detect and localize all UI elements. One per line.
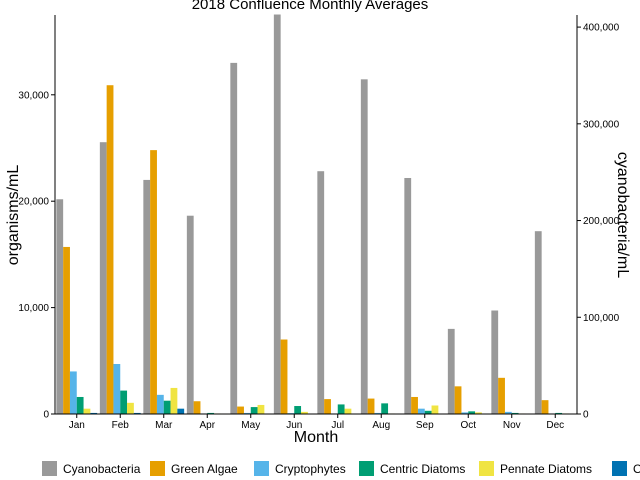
x-axis-title: Month bbox=[294, 429, 338, 446]
bar bbox=[113, 363, 121, 414]
bar bbox=[555, 412, 563, 414]
legend-label: Other bbox=[633, 462, 640, 476]
bar bbox=[237, 406, 244, 414]
bar bbox=[541, 400, 549, 414]
x-tick-label: Jun bbox=[286, 420, 302, 431]
legend-label: Cryptophytes bbox=[275, 462, 346, 476]
x-tick-label: Jan bbox=[69, 420, 85, 431]
chart-title: 2018 Confluence Monthly Averages bbox=[192, 0, 429, 13]
x-tick-label: May bbox=[241, 420, 260, 431]
x-tick-label: Feb bbox=[112, 420, 130, 431]
bar bbox=[424, 410, 432, 414]
right-y-axis: 0 100,000 200,000 300,000 400,000 bbox=[576, 15, 620, 421]
bar bbox=[534, 231, 542, 414]
y-tick-label: 0 bbox=[43, 410, 49, 421]
y-tick-label: 30,000 bbox=[18, 90, 49, 101]
bar bbox=[337, 404, 345, 414]
bar bbox=[83, 408, 91, 414]
plot-area bbox=[56, 14, 576, 415]
x-axis: Jan Feb Mar Apr May Jun Jul Aug Sep Oct Nov Dec bbox=[55, 413, 577, 431]
bar bbox=[69, 371, 77, 414]
bar bbox=[127, 402, 134, 414]
bar bbox=[106, 85, 114, 414]
bar bbox=[90, 412, 98, 414]
bar bbox=[207, 412, 215, 414]
bar bbox=[163, 400, 171, 414]
bar bbox=[63, 246, 70, 414]
legend-label: Centric Diatoms bbox=[380, 462, 465, 476]
x-tick-label: Apr bbox=[199, 420, 215, 431]
y2-tick-label: 100,000 bbox=[583, 313, 620, 324]
y2-tick-label: 400,000 bbox=[583, 23, 620, 34]
bar bbox=[280, 339, 288, 414]
bar bbox=[56, 199, 64, 414]
bar bbox=[498, 377, 505, 414]
x-tick-label: Jul bbox=[331, 420, 344, 431]
bar bbox=[186, 215, 194, 414]
bar bbox=[170, 387, 178, 414]
bar bbox=[143, 179, 151, 414]
bar bbox=[193, 401, 201, 414]
x-tick-label: Oct bbox=[460, 420, 476, 431]
bar bbox=[454, 386, 462, 414]
bar bbox=[360, 79, 368, 414]
bar bbox=[417, 408, 425, 414]
bar bbox=[257, 404, 265, 414]
bar bbox=[317, 171, 325, 414]
legend: Cyanobacteria Green Algae Cryptophytes Cent… bbox=[42, 461, 640, 476]
y-tick-label: 10,000 bbox=[18, 303, 49, 314]
bar bbox=[301, 411, 308, 414]
y2-tick-label: 0 bbox=[583, 410, 589, 421]
x-tick-label: Sep bbox=[416, 420, 434, 431]
legend-swatch bbox=[254, 461, 269, 476]
legend-label: Green Algae bbox=[171, 462, 238, 476]
bar bbox=[76, 396, 84, 414]
bar bbox=[447, 328, 455, 414]
bar bbox=[156, 394, 164, 414]
y2-tick-label: 300,000 bbox=[583, 119, 620, 130]
bar bbox=[504, 411, 512, 414]
legend-swatch bbox=[479, 461, 494, 476]
bar bbox=[344, 408, 352, 414]
bar bbox=[475, 412, 482, 414]
legend-label: Pennate Diatoms bbox=[500, 462, 592, 476]
x-tick-label: Aug bbox=[372, 420, 390, 431]
y-tick-label: 20,000 bbox=[18, 197, 49, 208]
bar bbox=[150, 150, 157, 415]
bar bbox=[411, 396, 418, 414]
bar bbox=[431, 405, 439, 414]
bar bbox=[250, 407, 258, 414]
bar bbox=[243, 412, 251, 414]
bar bbox=[461, 412, 469, 414]
bar bbox=[133, 412, 141, 414]
bar bbox=[511, 412, 519, 414]
bar bbox=[294, 406, 302, 414]
bar bbox=[273, 14, 281, 415]
legend-swatch bbox=[359, 461, 374, 476]
x-tick-label: Nov bbox=[503, 420, 521, 431]
bar bbox=[230, 62, 238, 414]
bar bbox=[177, 408, 185, 414]
y-axis-title: organisms/mL bbox=[5, 165, 22, 266]
bar bbox=[367, 398, 375, 414]
bar bbox=[374, 412, 382, 414]
bar bbox=[99, 142, 107, 415]
x-tick-label: Mar bbox=[155, 420, 173, 431]
y2-tick-label: 200,000 bbox=[583, 216, 620, 227]
legend-label: Cyanobacteria bbox=[63, 462, 141, 476]
legend-swatch bbox=[42, 461, 57, 476]
bar bbox=[381, 403, 389, 414]
bar bbox=[491, 310, 499, 414]
bar bbox=[468, 411, 476, 414]
y2-axis-title: cyanobacteria/mL bbox=[614, 152, 631, 278]
legend-swatch bbox=[612, 461, 627, 476]
bar bbox=[120, 390, 128, 414]
left-y-axis: 0 10,000 20,000 30,000 bbox=[18, 15, 56, 421]
legend-swatch bbox=[150, 461, 165, 476]
x-tick-label: Dec bbox=[546, 420, 564, 431]
bar bbox=[324, 399, 331, 414]
bar bbox=[404, 177, 412, 414]
